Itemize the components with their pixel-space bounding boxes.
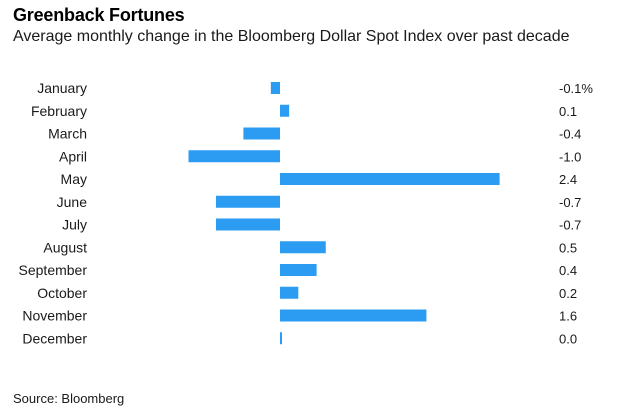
- month-labels: January February March April May June July Augu…: [19, 80, 88, 346]
- chart-subtitle: Average monthly change in the Bloomberg …: [13, 28, 570, 45]
- value-label-may: 2.4: [559, 172, 577, 187]
- month-label-june: June: [57, 194, 88, 210]
- bar-may: [280, 173, 500, 185]
- bar-march: [243, 127, 280, 140]
- value-label-june: -0.7: [559, 195, 581, 210]
- value-label-january: -0.1%: [559, 81, 593, 96]
- bar-october: [280, 286, 299, 299]
- bar-september: [280, 264, 317, 276]
- month-label-march: March: [48, 126, 87, 142]
- month-label-july: July: [62, 217, 87, 233]
- bar-february: [280, 104, 290, 117]
- value-label-september: 0.4: [559, 263, 577, 278]
- bar-june: [215, 195, 280, 208]
- bar-august: [280, 241, 326, 254]
- value-label-march: -0.4: [559, 127, 581, 142]
- value-label-august: 0.5: [559, 240, 577, 255]
- month-label-january: January: [37, 80, 87, 96]
- month-label-august: August: [43, 239, 87, 255]
- month-label-november: November: [22, 308, 87, 324]
- month-label-february: February: [31, 103, 87, 119]
- month-label-september: September: [19, 262, 88, 278]
- month-label-december: December: [22, 330, 87, 346]
- value-label-july: -0.7: [559, 218, 581, 233]
- value-label-december: 0.0: [559, 331, 577, 346]
- bar-january: [270, 82, 280, 94]
- month-label-october: October: [37, 285, 87, 301]
- value-label-april: -1.0: [559, 149, 581, 164]
- value-labels: -0.1% 0.1 -0.4 -1.0 2.4 -0.7 -0.7 0.5 0.4 0.2 1.6 0…: [559, 81, 593, 346]
- month-label-may: May: [61, 171, 87, 187]
- bar-november: [280, 309, 427, 322]
- chart-title: Greenback Fortunes: [13, 5, 185, 25]
- bars: [188, 82, 500, 345]
- month-label-april: April: [59, 148, 87, 164]
- bar-april: [188, 150, 280, 163]
- source-note: Source: Bloomberg: [13, 391, 125, 406]
- value-label-november: 1.6: [559, 309, 577, 324]
- bar-december: [280, 332, 282, 345]
- value-label-february: 0.1: [559, 104, 577, 119]
- value-label-october: 0.2: [559, 286, 577, 301]
- bar-july: [215, 218, 280, 231]
